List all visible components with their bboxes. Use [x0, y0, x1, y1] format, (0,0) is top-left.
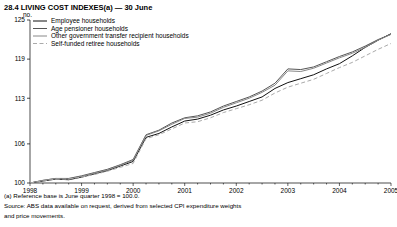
- legend-label: Self-funded retiree households: [51, 40, 140, 47]
- legend-swatch: [33, 21, 47, 22]
- legend-swatch: [33, 28, 47, 29]
- x-tick: [81, 183, 82, 186]
- x-tick: [94, 183, 95, 185]
- x-tick-label: 2004: [332, 187, 347, 194]
- x-tick: [223, 183, 224, 185]
- y-tick: [27, 143, 30, 144]
- x-tick: [133, 183, 134, 186]
- series-line: [30, 34, 391, 183]
- y-tick: [27, 59, 30, 60]
- y-tick-label: 113: [15, 95, 26, 102]
- x-tick: [274, 183, 275, 185]
- legend-swatch: [33, 36, 47, 37]
- footnote: (a) Reference base is June quarter 1998 …: [4, 192, 140, 199]
- x-tick: [365, 183, 366, 185]
- x-tick: [42, 183, 43, 185]
- x-tick: [391, 183, 392, 186]
- x-tick-label: 2001: [177, 187, 192, 194]
- x-tick: [378, 183, 379, 185]
- x-tick: [249, 183, 250, 185]
- x-tick-label: 2005: [384, 187, 397, 194]
- x-tick: [146, 183, 147, 185]
- y-tick: [27, 98, 30, 99]
- x-tick: [300, 183, 301, 185]
- y-tick-label: 100: [14, 179, 25, 186]
- footnote: and price movements.: [4, 212, 65, 219]
- x-tick: [184, 183, 185, 186]
- chart: 28.4 LIVING COST INDEXES(a) — 30 Juneno.…: [0, 0, 397, 227]
- x-tick: [339, 183, 340, 186]
- x-tick: [210, 183, 211, 185]
- x-tick: [158, 183, 159, 185]
- y-tick: [27, 183, 30, 184]
- x-tick: [107, 183, 108, 185]
- series-line: [30, 43, 391, 183]
- x-tick: [55, 183, 56, 185]
- x-tick: [236, 183, 237, 186]
- plot-area: [30, 34, 391, 183]
- y-tick-label: 125: [14, 16, 25, 23]
- x-tick: [287, 183, 288, 186]
- x-tick: [30, 183, 31, 186]
- footnote: Source: ABS data available on request, d…: [4, 202, 241, 209]
- x-tick-label: 2002: [229, 187, 244, 194]
- x-tick: [120, 183, 121, 185]
- x-tick-label: 2003: [281, 187, 296, 194]
- y-tick-label: 119: [15, 55, 26, 62]
- x-axis: [30, 183, 391, 184]
- y-tick: [27, 20, 30, 21]
- series-line: [30, 34, 391, 183]
- legend-swatch: [33, 43, 47, 44]
- x-tick: [68, 183, 69, 185]
- x-tick: [313, 183, 314, 185]
- x-tick: [171, 183, 172, 185]
- x-tick: [352, 183, 353, 185]
- y-tick-label: 106: [14, 140, 25, 147]
- x-tick: [326, 183, 327, 185]
- x-tick: [197, 183, 198, 185]
- y-axis: [30, 20, 31, 183]
- series-line: [30, 34, 391, 183]
- x-tick: [262, 183, 263, 185]
